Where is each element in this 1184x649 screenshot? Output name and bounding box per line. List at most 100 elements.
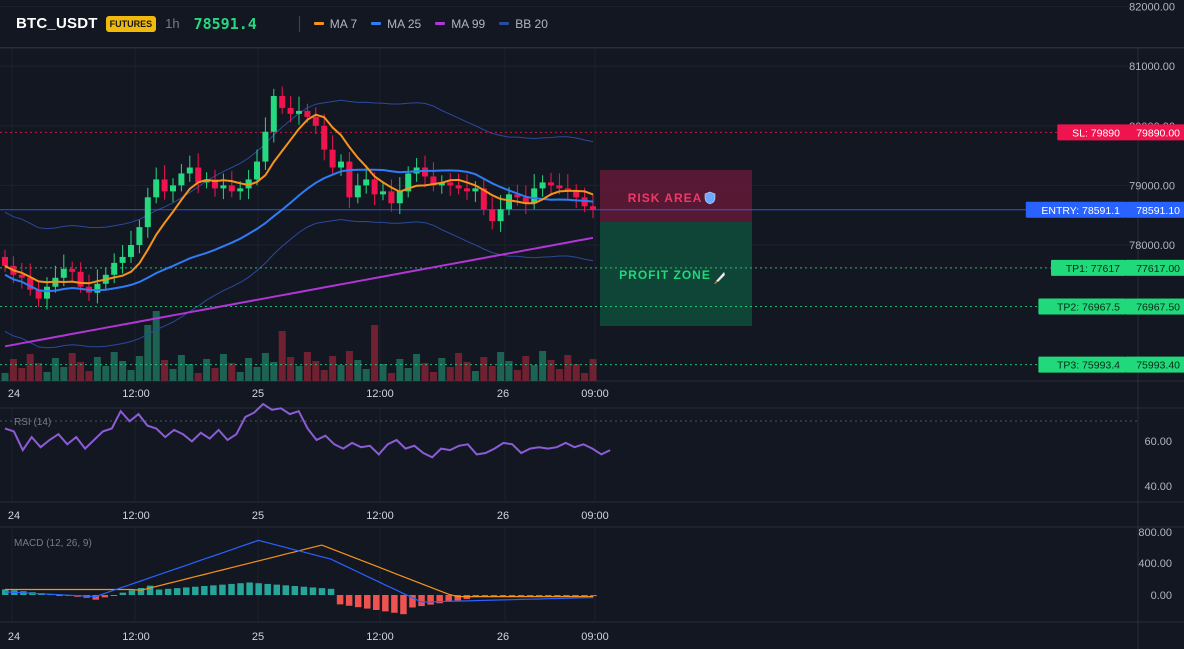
risk-area-zone[interactable] xyxy=(600,170,752,222)
candle-body xyxy=(60,268,67,278)
candle-body xyxy=(548,182,554,186)
tp3-value: 75993.40 xyxy=(1136,360,1180,372)
risk-area-label: RISK AREA xyxy=(628,191,703,205)
entry-value: 78591.10 xyxy=(1136,205,1180,217)
macd-histogram-bar xyxy=(56,595,63,596)
volume-bar xyxy=(169,369,177,381)
tp2-value: 76967.50 xyxy=(1136,302,1180,314)
legend-ma7[interactable]: MA 7 xyxy=(313,17,357,31)
volume-bar xyxy=(236,372,244,381)
volume-bar xyxy=(295,366,303,381)
ma25-swatch xyxy=(371,22,382,25)
volume-bar xyxy=(362,369,370,381)
legend-ma99[interactable]: MA 99 xyxy=(435,17,485,31)
legend-bb20-label: BB 20 xyxy=(515,16,548,31)
legend-ma25[interactable]: MA 25 xyxy=(371,17,421,31)
time-tick: 12:00 xyxy=(122,631,150,643)
candle-body xyxy=(279,96,286,108)
sl-label[interactable]: SL: 79890 xyxy=(1072,127,1120,139)
macd-histogram-bar xyxy=(336,595,344,605)
price-axis[interactable]: 82000.0081000.0080000.0079000.0078000.00… xyxy=(1129,2,1175,372)
volume-bar xyxy=(219,354,227,381)
tp3-label[interactable]: TP3: 75993.4 xyxy=(1057,360,1120,372)
macd-histogram-bar xyxy=(382,595,389,612)
candle-body xyxy=(531,188,538,204)
macd-histogram-bar xyxy=(92,595,99,600)
volume-bar xyxy=(60,367,68,381)
volume-bar xyxy=(396,359,404,381)
macd-histogram-bar xyxy=(373,595,380,610)
ma99-swatch xyxy=(435,22,446,25)
candle-body xyxy=(447,182,454,186)
tp2-label-bg xyxy=(1038,298,1126,315)
macd-histogram-bar xyxy=(526,595,534,597)
volume-bar xyxy=(287,357,295,381)
macd-histogram-bar xyxy=(300,586,308,595)
time-tick: 25 xyxy=(252,631,264,643)
tp1-label[interactable]: TP1: 77617 xyxy=(1066,263,1120,275)
candle-body xyxy=(363,179,370,186)
candle-body xyxy=(396,191,403,204)
volume-bar xyxy=(404,368,412,381)
volume-bar xyxy=(203,359,211,381)
volume-bar xyxy=(497,352,505,381)
volume-bar xyxy=(119,361,127,381)
tp1-value-bg xyxy=(1126,259,1184,276)
time-tick: 12:00 xyxy=(366,388,394,400)
symbol-name[interactable]: BTC_USDT xyxy=(16,15,98,32)
candle-body xyxy=(371,179,378,195)
macd-histogram-bar xyxy=(210,585,217,595)
volume-bar xyxy=(438,358,446,381)
volume-bar xyxy=(312,361,320,381)
macd-histogram-bar xyxy=(137,587,145,595)
timeframe-selector[interactable]: 1h xyxy=(165,16,180,31)
volume-bar xyxy=(278,331,286,381)
macd-histogram-bar xyxy=(409,595,416,608)
candle-body xyxy=(245,179,252,189)
candle-body xyxy=(455,185,462,189)
macd-histogram-bar xyxy=(345,595,353,606)
tp2-label[interactable]: TP2: 76967.5 xyxy=(1057,302,1120,314)
time-tick: 12:00 xyxy=(122,510,150,522)
level-labels: SL: 79890 79890.00 ENTRY: 78591.1 78591.10 T… xyxy=(1025,124,1184,373)
bb-lower xyxy=(4,218,594,349)
profit-zone[interactable] xyxy=(600,222,752,326)
macd-histogram-bar xyxy=(237,583,244,595)
volume-bar xyxy=(228,363,236,381)
volume-bar xyxy=(488,366,496,381)
candle-body xyxy=(296,110,302,114)
candle-body xyxy=(69,268,76,272)
volume-bar xyxy=(177,355,185,381)
rsi-pane[interactable]: RSI (14) 60.00 40.00 xyxy=(0,402,1172,493)
candle-body xyxy=(161,179,168,192)
entry-label[interactable]: ENTRY: 78591.1 xyxy=(1041,205,1120,217)
ma7-line xyxy=(4,113,594,285)
shield-icon xyxy=(704,191,716,205)
macd-histogram-bar xyxy=(264,583,271,595)
macd-pane[interactable]: MACD (12, 26, 9) 800.00 400.00 0.00 xyxy=(2,527,1172,615)
macd-histogram-bar xyxy=(192,586,199,595)
price-levels xyxy=(0,131,1138,366)
macd-histogram-bar xyxy=(427,595,434,605)
tp1-value: 77617.00 xyxy=(1136,263,1180,275)
candle-body xyxy=(77,271,84,287)
volume-bar xyxy=(530,365,538,381)
volume-bar xyxy=(345,351,353,381)
candle-body xyxy=(346,161,353,198)
macd-tick: 800.00 xyxy=(1138,527,1172,539)
legend-bb20[interactable]: BB 20 xyxy=(499,17,548,31)
candle-body xyxy=(321,125,328,150)
volume-bar xyxy=(421,363,429,381)
volume-bar xyxy=(547,360,555,381)
volume-bar xyxy=(303,352,311,381)
candle-body xyxy=(312,116,319,126)
macd-histogram-bar xyxy=(499,595,507,597)
trade-zones: RISK AREA PROFIT ZONE xyxy=(600,170,752,326)
rsi-title: RSI (14) xyxy=(14,417,51,428)
chart-header: BTC_USDT FUTURES 1h 78591.4 MA 7 MA 25 M… xyxy=(0,0,1184,48)
volume-bar xyxy=(35,363,43,381)
sl-value-bg xyxy=(1126,124,1184,141)
macd-histogram-bar xyxy=(164,588,172,595)
macd-histogram-bar xyxy=(554,595,561,597)
